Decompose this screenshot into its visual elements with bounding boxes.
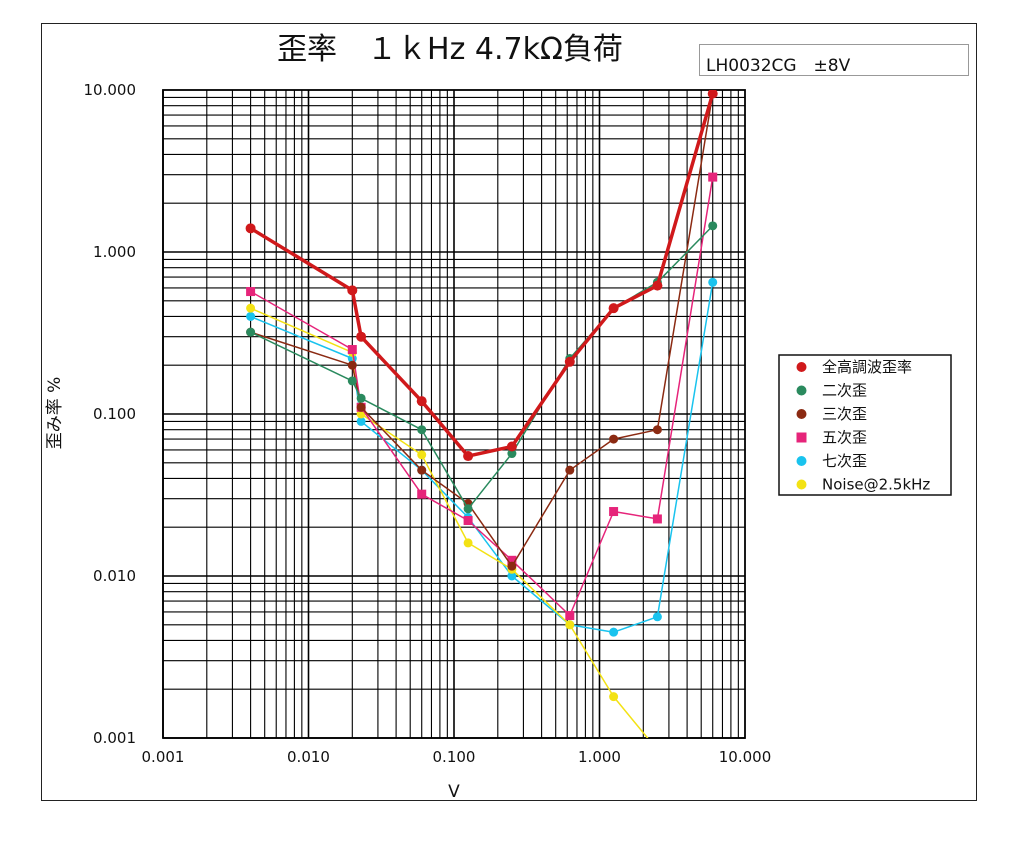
x-tick-label: 0.010 [287,748,330,766]
legend-item: 二次歪 [796,382,867,400]
legend-marker [796,362,807,372]
data-point [356,331,367,342]
series-layer [245,90,718,738]
legend-item: Noise@2.5kHz [796,476,930,494]
legend-label: Noise@2.5kHz [822,476,930,494]
plot-grid [162,89,746,739]
x-tick-label: 0.001 [142,748,185,766]
data-point [652,425,662,435]
data-point [356,393,366,403]
legend-marker [796,409,807,419]
data-point [417,425,427,435]
legend-item: 三次歪 [796,405,867,423]
chart-title: 歪率 １ｋHz 4.7kΩ負荷 [277,32,623,67]
series-line [250,307,649,738]
data-point [707,90,718,99]
chart-frame [41,23,977,801]
legend-item: 七次歪 [796,452,867,470]
plot-border [162,89,746,739]
series-line [249,93,715,458]
series-5 [246,277,718,637]
data-point [463,516,473,526]
x-axis-label: V [448,782,460,802]
data-point [565,620,575,630]
y-tick-label: 1.000 [93,243,136,261]
data-point [356,416,366,426]
data-point [609,434,619,444]
data-point [347,285,358,296]
data-point [507,449,517,459]
x-tick-label: 10.000 [719,748,772,766]
data-point [463,538,473,548]
data-point [507,571,517,581]
data-point [507,561,517,571]
data-point [417,450,427,460]
legend-label: 全高調波歪率 [822,358,912,376]
data-point [708,221,718,231]
legend-marker [796,432,807,443]
data-point [564,356,575,367]
legend-item: 全高調波歪率 [796,358,912,376]
legend-label: 七次歪 [822,452,867,470]
data-point [356,402,366,412]
data-point [565,465,575,475]
y-tick-label: 10.000 [84,81,137,99]
data-point [245,223,256,234]
data-point [246,327,256,337]
legend-box [778,354,952,496]
x-tick-label: 1.000 [578,748,621,766]
y-tick-label: 0.001 [93,729,136,747]
data-point [416,396,427,407]
legend-label: 五次歪 [822,429,867,447]
data-point [609,692,619,702]
legend-label: 二次歪 [822,382,867,400]
axis-ticks: 0.001 0.010 0.100 1.000 10.000 0.001 0.010 0.10… [84,81,772,766]
data-point [246,303,256,313]
series-line [250,93,714,567]
series-4 [246,172,718,621]
data-point [507,555,517,565]
data-point [708,172,718,182]
data-point [246,287,256,297]
data-point [708,277,718,287]
legend-label: 三次歪 [822,405,867,423]
info-box: LH0032CG ±8V [699,44,969,76]
series-line [250,176,714,617]
data-point [246,311,256,321]
y-tick-label: 0.100 [93,405,136,423]
data-point [609,627,619,637]
data-point [463,504,473,514]
legend-marker [796,385,807,396]
data-point [608,303,619,314]
legend-item: 五次歪 [796,429,867,447]
data-point [652,612,662,622]
data-point [417,489,427,499]
series-1 [245,90,718,462]
data-point [506,441,517,452]
data-point [347,360,357,370]
data-point [652,280,663,291]
legend-marker [796,456,807,466]
data-point [652,514,662,524]
legend-marker [796,479,807,490]
series-2 [246,221,718,514]
y-axis-label: 歪み率 % [45,377,65,450]
data-point [347,376,357,386]
x-tick-label: 0.100 [433,748,476,766]
data-point [565,611,575,621]
data-point [609,507,619,517]
data-point [417,465,427,475]
data-point [347,345,357,355]
data-point [463,451,474,462]
y-tick-label: 0.010 [93,567,136,585]
